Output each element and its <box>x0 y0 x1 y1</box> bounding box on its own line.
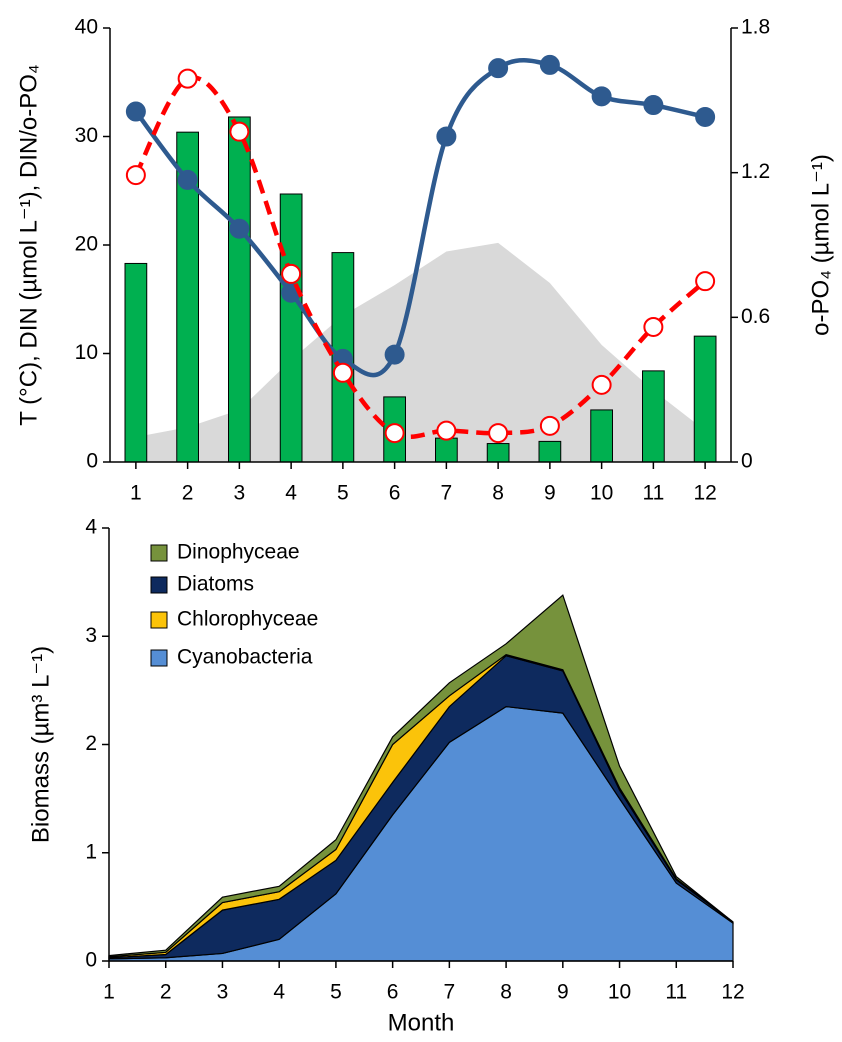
bar <box>279 193 303 463</box>
marker <box>643 95 664 116</box>
marker <box>332 362 353 383</box>
bar <box>693 335 717 463</box>
x-tick-label: 8 <box>500 981 512 1004</box>
legend-swatch <box>150 649 168 667</box>
y-tick-label: 1 <box>85 840 97 863</box>
y-tick-label: 30 <box>75 124 98 147</box>
x-tick-label: 9 <box>544 482 556 505</box>
marker <box>643 316 664 337</box>
legend-label: Dinophyceae <box>177 541 300 564</box>
marker <box>695 106 716 127</box>
y-tick-label: 2 <box>85 732 97 755</box>
x-tick-label: 10 <box>608 981 631 1004</box>
y2-tick-label: 1.2 <box>741 160 770 183</box>
marker <box>539 415 560 436</box>
x-tick-label: 11 <box>642 482 664 505</box>
legend-swatch <box>150 544 168 562</box>
x-tick-label: 1 <box>103 981 115 1004</box>
x-tick-label: 3 <box>217 981 229 1004</box>
y-axis-title: Biomass (µm³ L⁻¹) <box>27 646 54 843</box>
x-tick-label: 10 <box>590 482 613 505</box>
bar <box>228 116 251 463</box>
y2-tick-label: 0.6 <box>741 305 770 328</box>
marker <box>436 126 457 147</box>
bar <box>642 370 665 463</box>
marker <box>591 86 612 107</box>
area <box>108 594 734 958</box>
marker <box>539 54 560 75</box>
marker <box>229 121 250 142</box>
legend-swatch <box>150 611 168 629</box>
x-tick-label: 12 <box>721 981 744 1004</box>
marker <box>177 169 198 190</box>
y-axis-title: T (°C), DIN (µmol L⁻¹), DIN/o-PO₄ <box>15 64 42 425</box>
legend-label: Cyanobacteria <box>177 646 313 669</box>
legend-label: Chlorophyceae <box>177 608 318 631</box>
marker <box>281 263 302 284</box>
marker <box>384 423 405 444</box>
y-tick-label: 10 <box>75 341 98 364</box>
x-tick-label: 6 <box>389 482 401 505</box>
x-tick-label: 9 <box>557 981 569 1004</box>
y-tick-label: 4 <box>85 516 97 539</box>
marker <box>488 58 509 79</box>
x-tick-label: 1 <box>130 482 142 505</box>
bar <box>590 409 613 463</box>
x-tick-label: 11 <box>665 981 687 1004</box>
marker <box>125 165 146 186</box>
marker <box>125 101 146 122</box>
bar <box>435 437 458 463</box>
x-tick-label: 12 <box>693 482 716 505</box>
x-tick-label: 7 <box>441 482 453 505</box>
y2-tick-label: 1.8 <box>741 16 770 39</box>
x-tick-label: 5 <box>330 981 342 1004</box>
marker <box>695 271 716 292</box>
x-tick-label: 4 <box>273 981 285 1004</box>
marker <box>229 218 250 239</box>
x-tick-label: 6 <box>387 981 399 1004</box>
legend-swatch <box>150 576 168 594</box>
x-tick-label: 4 <box>285 482 297 505</box>
marker <box>436 420 457 441</box>
bar <box>538 440 562 463</box>
marker <box>591 374 612 395</box>
y-tick-label: 0 <box>85 949 97 972</box>
y2-tick-label: 0 <box>741 450 753 473</box>
marker <box>384 344 405 365</box>
y2-axis-title: o-PO₄ (µmol L⁻¹) <box>807 154 834 336</box>
bar <box>486 443 510 463</box>
marker <box>488 423 509 444</box>
x-tick-label: 2 <box>160 981 172 1004</box>
x-tick-label: 8 <box>492 482 504 505</box>
x-tick-label: 7 <box>444 981 456 1004</box>
y-tick-label: 3 <box>85 624 97 647</box>
x-tick-label: 2 <box>182 482 194 505</box>
legend-label: Diatoms <box>177 573 254 596</box>
y-tick-label: 40 <box>75 16 98 39</box>
marker <box>177 68 198 89</box>
x-tick-label: 5 <box>337 482 349 505</box>
bar <box>124 262 148 463</box>
x-axis-title: Month <box>388 1009 455 1036</box>
y-tick-label: 20 <box>75 233 98 256</box>
y-tick-label: 0 <box>86 450 98 473</box>
area <box>135 242 706 462</box>
x-tick-label: 3 <box>234 482 246 505</box>
